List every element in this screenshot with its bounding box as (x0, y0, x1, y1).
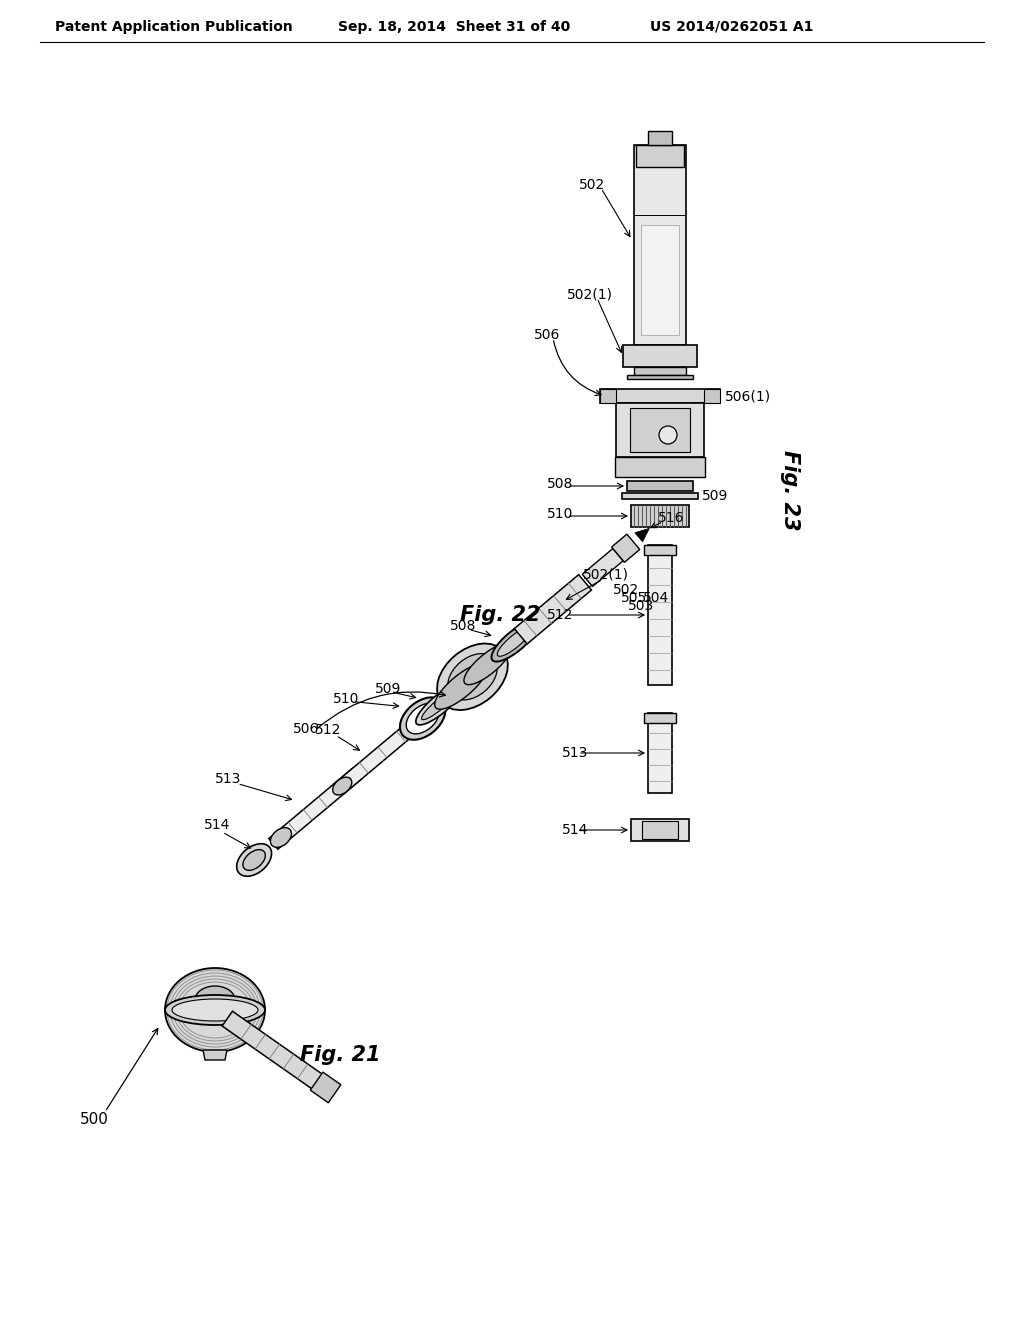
Text: Fig. 21: Fig. 21 (300, 1045, 381, 1065)
Bar (644, 545, 676, 554)
Polygon shape (268, 768, 362, 849)
Text: 502(1): 502(1) (567, 288, 613, 302)
Bar (622, 492, 698, 499)
Text: 512: 512 (547, 609, 573, 622)
Text: 502: 502 (579, 178, 605, 191)
Bar (630, 408, 690, 451)
Bar (634, 145, 686, 345)
Text: 510: 510 (333, 692, 359, 706)
Ellipse shape (407, 704, 439, 734)
Polygon shape (514, 574, 592, 644)
Bar (623, 345, 697, 367)
Text: 506: 506 (534, 327, 560, 342)
Text: 503: 503 (628, 598, 654, 612)
Bar (636, 145, 684, 168)
Text: 514: 514 (562, 822, 589, 837)
Text: 510: 510 (547, 507, 573, 521)
Polygon shape (310, 1072, 341, 1102)
Text: 513: 513 (215, 772, 242, 785)
Bar (616, 403, 705, 457)
Text: US 2014/0262051 A1: US 2014/0262051 A1 (650, 20, 813, 34)
Ellipse shape (447, 653, 497, 700)
Polygon shape (334, 726, 412, 795)
Polygon shape (222, 1011, 327, 1092)
Text: 508: 508 (450, 619, 476, 634)
Bar (648, 545, 672, 685)
Ellipse shape (437, 644, 508, 710)
Ellipse shape (237, 843, 271, 876)
Text: 500: 500 (80, 1113, 109, 1127)
Polygon shape (583, 549, 624, 586)
Text: 506(1): 506(1) (725, 389, 771, 403)
Bar (641, 224, 679, 335)
Bar (642, 821, 678, 840)
Text: Sep. 18, 2014  Sheet 31 of 40: Sep. 18, 2014 Sheet 31 of 40 (338, 20, 570, 34)
Text: Patent Application Publication: Patent Application Publication (55, 20, 293, 34)
Text: Fig. 23: Fig. 23 (780, 450, 800, 531)
Bar (634, 367, 686, 375)
Text: 513: 513 (562, 746, 589, 760)
Text: 502(1): 502(1) (583, 568, 629, 581)
Ellipse shape (400, 697, 445, 739)
Bar (600, 389, 720, 403)
Ellipse shape (195, 986, 234, 1014)
Ellipse shape (270, 828, 292, 847)
Ellipse shape (165, 968, 265, 1052)
Text: 508: 508 (547, 477, 573, 491)
Bar (644, 713, 676, 723)
Ellipse shape (333, 777, 352, 795)
Ellipse shape (659, 426, 677, 444)
Polygon shape (203, 1049, 227, 1060)
Ellipse shape (422, 689, 458, 719)
Ellipse shape (172, 999, 258, 1020)
Text: 516: 516 (658, 511, 685, 525)
Ellipse shape (243, 850, 265, 870)
Text: Fig. 22: Fig. 22 (460, 605, 541, 624)
Polygon shape (635, 528, 649, 543)
Ellipse shape (416, 684, 463, 725)
Bar (648, 131, 672, 145)
Polygon shape (611, 535, 640, 562)
Ellipse shape (498, 627, 531, 656)
Text: 514: 514 (204, 818, 230, 832)
Text: 512: 512 (314, 723, 341, 738)
Bar (705, 389, 720, 403)
Bar (615, 457, 705, 477)
Bar (627, 480, 693, 491)
Bar (631, 818, 689, 841)
Text: 509: 509 (375, 682, 400, 697)
Ellipse shape (492, 622, 538, 661)
Bar (600, 389, 616, 403)
Ellipse shape (464, 643, 512, 685)
Bar (627, 375, 693, 379)
Bar (648, 713, 672, 793)
Text: 504: 504 (643, 590, 669, 605)
Text: 509: 509 (702, 488, 728, 503)
Ellipse shape (165, 995, 265, 1026)
Bar (631, 506, 689, 527)
Text: 502: 502 (612, 582, 639, 597)
Ellipse shape (435, 664, 487, 709)
Text: 505: 505 (621, 590, 647, 605)
Text: 506: 506 (293, 722, 319, 735)
